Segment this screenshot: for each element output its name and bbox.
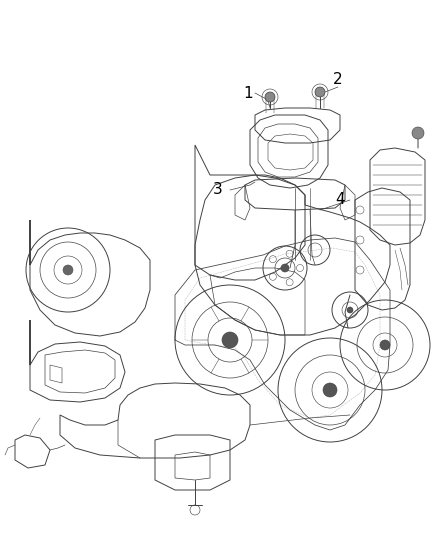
Text: 4: 4 — [335, 192, 345, 207]
Text: 3: 3 — [213, 182, 223, 198]
Circle shape — [323, 383, 337, 397]
Circle shape — [347, 307, 353, 313]
Text: 2: 2 — [333, 72, 343, 87]
Circle shape — [315, 87, 325, 97]
Circle shape — [281, 264, 289, 272]
Circle shape — [380, 340, 390, 350]
Text: 1: 1 — [243, 85, 253, 101]
Circle shape — [412, 127, 424, 139]
Circle shape — [265, 92, 275, 102]
Circle shape — [222, 332, 238, 348]
Circle shape — [63, 265, 73, 275]
